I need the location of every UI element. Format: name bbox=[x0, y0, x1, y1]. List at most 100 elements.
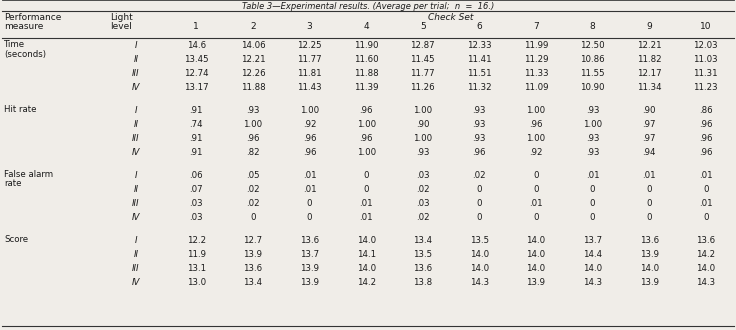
Text: Score: Score bbox=[4, 235, 28, 244]
Text: 11.82: 11.82 bbox=[637, 55, 662, 64]
Text: .07: .07 bbox=[189, 185, 203, 194]
Text: .93: .93 bbox=[586, 106, 599, 115]
Text: III: III bbox=[132, 134, 140, 143]
Text: .82: .82 bbox=[246, 148, 260, 157]
Text: 1.00: 1.00 bbox=[244, 120, 263, 129]
Text: III: III bbox=[132, 69, 140, 78]
Text: .97: .97 bbox=[643, 120, 656, 129]
Text: .96: .96 bbox=[302, 148, 316, 157]
Text: 10: 10 bbox=[700, 22, 712, 31]
Text: IV: IV bbox=[132, 213, 140, 222]
Text: 14.2: 14.2 bbox=[356, 278, 375, 287]
Text: 13.6: 13.6 bbox=[696, 236, 715, 245]
Text: 12.21: 12.21 bbox=[637, 41, 662, 50]
Text: II: II bbox=[133, 55, 138, 64]
Text: (seconds): (seconds) bbox=[4, 50, 46, 58]
Text: .92: .92 bbox=[529, 148, 542, 157]
Text: 14.0: 14.0 bbox=[640, 264, 659, 273]
Text: .01: .01 bbox=[359, 199, 373, 208]
Text: 11.39: 11.39 bbox=[354, 83, 378, 92]
Text: 11.03: 11.03 bbox=[693, 55, 718, 64]
Text: .93: .93 bbox=[416, 148, 429, 157]
Text: 12.2: 12.2 bbox=[187, 236, 206, 245]
Text: 12.17: 12.17 bbox=[637, 69, 662, 78]
Text: 3: 3 bbox=[307, 22, 312, 31]
Text: .90: .90 bbox=[416, 120, 429, 129]
Text: 5: 5 bbox=[420, 22, 425, 31]
Text: 14.0: 14.0 bbox=[583, 264, 602, 273]
Text: .93: .93 bbox=[473, 120, 486, 129]
Text: .96: .96 bbox=[529, 120, 542, 129]
Text: 11.43: 11.43 bbox=[297, 83, 322, 92]
Text: 14.0: 14.0 bbox=[526, 250, 545, 259]
Text: 0: 0 bbox=[590, 213, 595, 222]
Text: 1.00: 1.00 bbox=[356, 120, 375, 129]
Text: 14.4: 14.4 bbox=[583, 250, 602, 259]
Text: 14.0: 14.0 bbox=[470, 250, 489, 259]
Text: 11.81: 11.81 bbox=[297, 69, 322, 78]
Text: .93: .93 bbox=[246, 106, 260, 115]
Text: 12.87: 12.87 bbox=[411, 41, 435, 50]
Text: .93: .93 bbox=[473, 106, 486, 115]
Text: .01: .01 bbox=[302, 185, 316, 194]
Text: 13.9: 13.9 bbox=[640, 250, 659, 259]
Text: .03: .03 bbox=[189, 213, 203, 222]
Text: rate: rate bbox=[4, 180, 21, 188]
Text: 14.0: 14.0 bbox=[470, 264, 489, 273]
Text: 0: 0 bbox=[703, 213, 709, 222]
Text: 13.6: 13.6 bbox=[413, 264, 432, 273]
Text: .02: .02 bbox=[246, 185, 260, 194]
Text: 11.33: 11.33 bbox=[523, 69, 548, 78]
Text: 11.41: 11.41 bbox=[467, 55, 492, 64]
Text: 11.32: 11.32 bbox=[467, 83, 492, 92]
Text: 13.9: 13.9 bbox=[300, 278, 319, 287]
Text: .96: .96 bbox=[359, 134, 373, 143]
Text: 1.00: 1.00 bbox=[413, 134, 432, 143]
Text: 11.55: 11.55 bbox=[580, 69, 605, 78]
Text: 0: 0 bbox=[364, 185, 369, 194]
Text: 0: 0 bbox=[703, 185, 709, 194]
Text: 14.2: 14.2 bbox=[696, 250, 715, 259]
Text: level: level bbox=[110, 22, 132, 31]
Text: 13.7: 13.7 bbox=[583, 236, 602, 245]
Text: 13.45: 13.45 bbox=[184, 55, 208, 64]
Text: .96: .96 bbox=[473, 148, 486, 157]
Text: 11.09: 11.09 bbox=[523, 83, 548, 92]
Text: II: II bbox=[133, 120, 138, 129]
Text: .96: .96 bbox=[699, 120, 712, 129]
Text: 0: 0 bbox=[476, 213, 482, 222]
Text: II: II bbox=[133, 250, 138, 259]
Text: IV: IV bbox=[132, 83, 140, 92]
Text: 1.00: 1.00 bbox=[583, 120, 602, 129]
Text: 14.3: 14.3 bbox=[696, 278, 715, 287]
Text: 11.26: 11.26 bbox=[411, 83, 435, 92]
Text: .02: .02 bbox=[416, 185, 430, 194]
Text: 11.23: 11.23 bbox=[693, 83, 718, 92]
Text: measure: measure bbox=[4, 22, 43, 31]
Text: 10.90: 10.90 bbox=[580, 83, 605, 92]
Text: 14.1: 14.1 bbox=[356, 250, 375, 259]
Text: 13.5: 13.5 bbox=[413, 250, 432, 259]
Text: Time: Time bbox=[4, 40, 25, 49]
Text: 6: 6 bbox=[476, 22, 482, 31]
Text: 12.33: 12.33 bbox=[467, 41, 492, 50]
Text: 0: 0 bbox=[250, 213, 255, 222]
Text: .96: .96 bbox=[246, 134, 260, 143]
Text: 1.00: 1.00 bbox=[526, 106, 545, 115]
Text: .97: .97 bbox=[643, 134, 656, 143]
Text: 11.77: 11.77 bbox=[411, 69, 435, 78]
Text: 11.99: 11.99 bbox=[524, 41, 548, 50]
Text: 14.0: 14.0 bbox=[356, 264, 375, 273]
Text: 12.03: 12.03 bbox=[693, 41, 718, 50]
Text: .96: .96 bbox=[359, 106, 373, 115]
Text: .06: .06 bbox=[189, 171, 203, 180]
Text: 13.6: 13.6 bbox=[640, 236, 659, 245]
Text: .02: .02 bbox=[416, 213, 430, 222]
Text: IV: IV bbox=[132, 148, 140, 157]
Text: .05: .05 bbox=[246, 171, 260, 180]
Text: .96: .96 bbox=[699, 134, 712, 143]
Text: 14.0: 14.0 bbox=[356, 236, 375, 245]
Text: 0: 0 bbox=[646, 213, 652, 222]
Text: 13.9: 13.9 bbox=[526, 278, 545, 287]
Text: 12.26: 12.26 bbox=[241, 69, 265, 78]
